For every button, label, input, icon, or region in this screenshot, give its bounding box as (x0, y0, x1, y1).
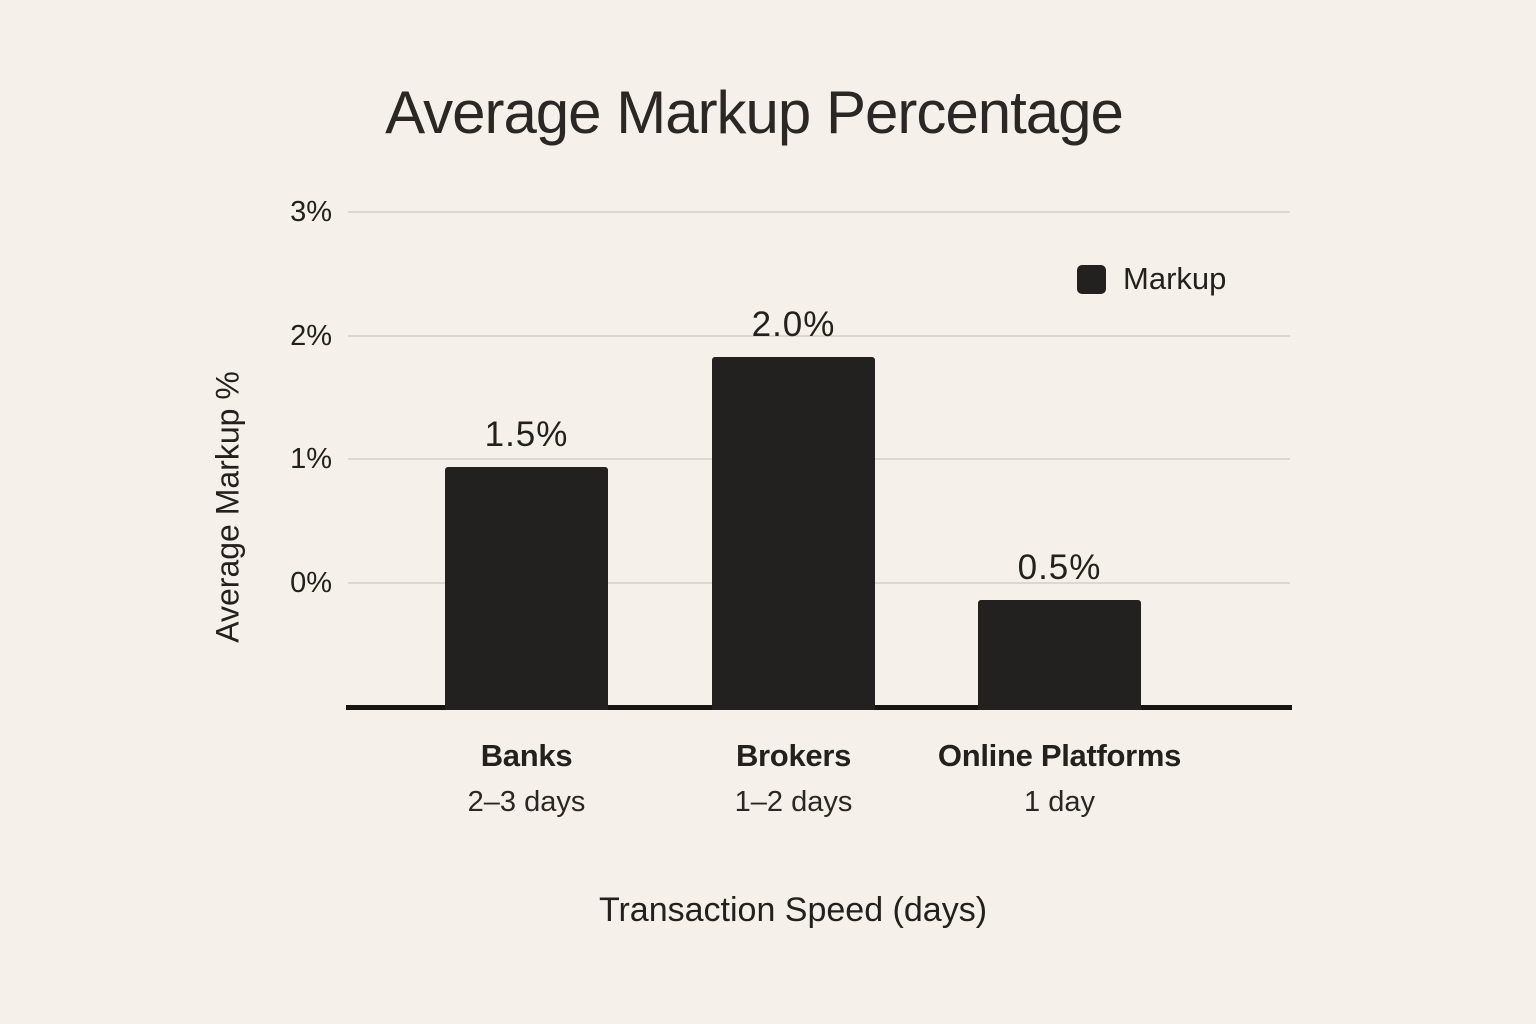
legend: Markup (1077, 261, 1226, 297)
category-label-online-platforms: Online Platforms 1 day (930, 735, 1190, 819)
category-speed-banks: 2–3 days (467, 786, 586, 818)
chart-title: Average Markup Percentage (385, 79, 1124, 146)
gridline-3% (348, 210, 1290, 213)
bar-banks (445, 466, 608, 710)
category-speed-brokers: 1–2 days (734, 786, 853, 818)
category-label-banks: Banks 2–3 days (397, 735, 657, 819)
ytick-label-1%: 1% (290, 443, 332, 476)
category-label-brokers: Brokers 1–2 days (664, 735, 924, 819)
bar-brokers (712, 356, 875, 710)
bar-value-label-online-platforms: 0.5% (1017, 548, 1102, 588)
bar-value-label-banks: 1.5% (484, 414, 569, 454)
gridline-2% (348, 334, 1290, 337)
category-name-online-platforms: Online Platforms (937, 738, 1182, 773)
ytick-label-3%: 3% (290, 195, 332, 228)
category-speed-online-platforms: 1 day (1024, 786, 1095, 818)
bar-online-platforms (978, 600, 1141, 710)
category-name-banks: Banks (480, 738, 573, 773)
category-name-brokers: Brokers (735, 738, 852, 773)
legend-swatch-icon (1077, 264, 1106, 294)
ytick-label-0%: 0% (290, 567, 332, 599)
legend-label: Markup (1123, 261, 1227, 296)
ytick-label-2%: 2% (290, 319, 332, 352)
x-axis-label: Transaction Speed (days) (598, 891, 988, 929)
bar-value-label-brokers: 2.0% (751, 304, 836, 344)
